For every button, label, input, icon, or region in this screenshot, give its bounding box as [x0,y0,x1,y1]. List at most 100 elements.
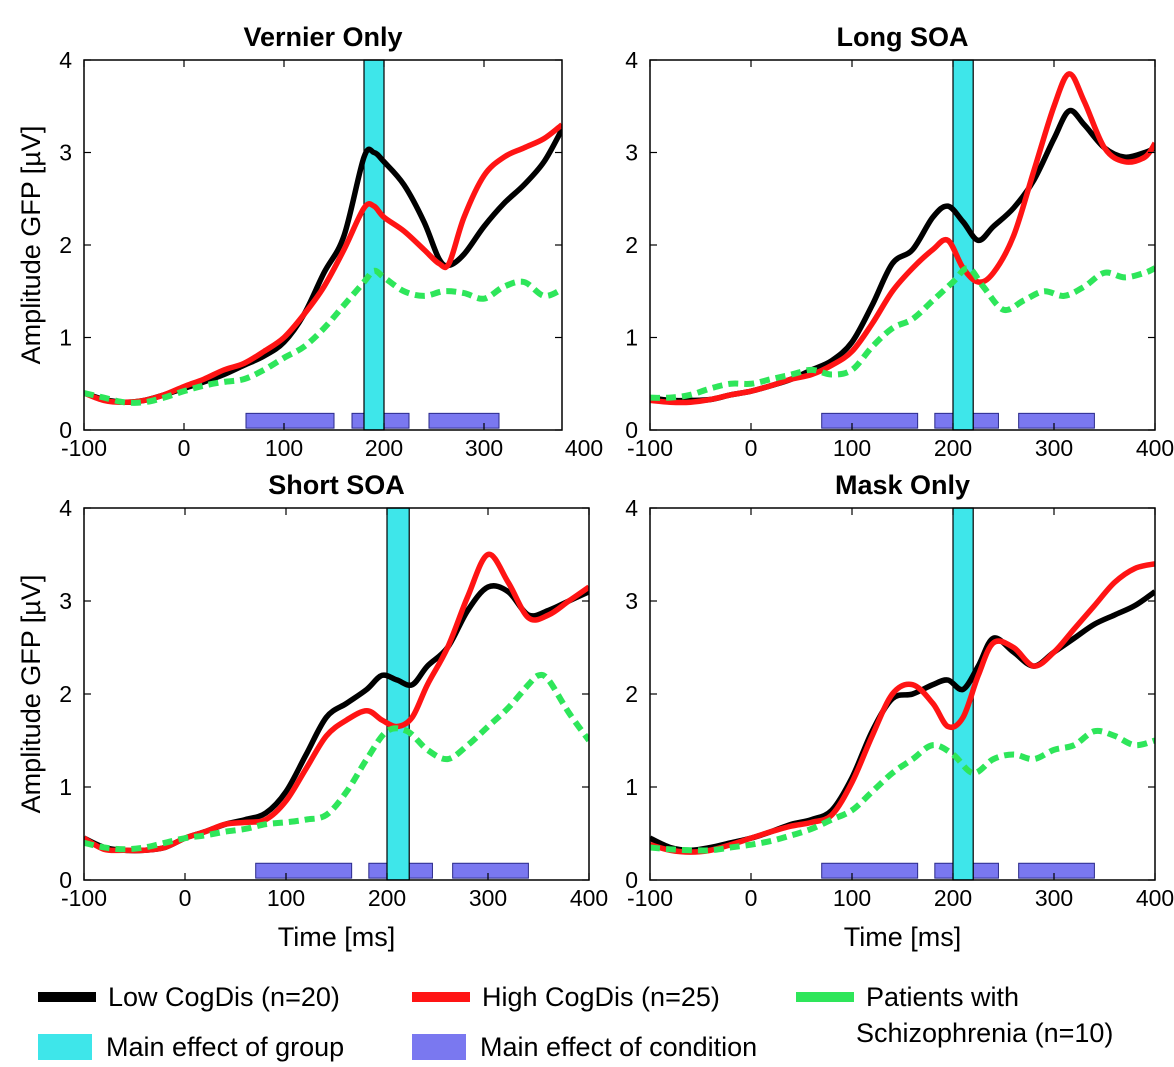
x-tick-label: 200 [934,435,972,461]
condition-bar-1 [821,862,919,879]
x-tick-label: 0 [745,435,758,461]
legend-label-group: Main effect of group [106,1031,345,1062]
x-axis-label: Time [ms] [844,922,962,952]
y-tick-label: 1 [59,774,72,800]
x-tick-label: -100 [627,435,673,461]
legend-swatch-condition [412,1034,466,1060]
x-tick-label: -100 [627,885,673,911]
series-line-patients [650,727,1155,854]
y-tick-label: 4 [59,495,72,521]
legend-item-patients: Patients with [796,980,1019,1014]
chart-title: Short SOA [268,470,405,500]
y-tick-label: 4 [625,495,638,521]
legend-swatch-high [412,992,470,1002]
condition-bar-1 [255,862,353,879]
x-tick-label: 200 [365,435,403,461]
axes-frame [83,507,590,881]
series-group [84,122,562,406]
y-tick-label: 2 [625,681,638,707]
x-tick-label: 300 [1035,885,1073,911]
x-tick-label: 400 [570,885,608,911]
legend-swatch-low [38,992,96,1002]
x-tick-label: 100 [265,435,303,461]
x-tick-label: 400 [565,435,603,461]
chart-title: Vernier Only [243,22,402,52]
condition-bar-3 [452,862,529,879]
y-axis-label: Amplitude GFP [µV] [16,575,46,814]
series-line-patients [650,265,1155,401]
x-tick-label: 0 [745,885,758,911]
y-tick-label: 3 [625,140,638,166]
legend-item-low: Low CogDis (n=20) [38,980,340,1014]
series-line-patients [84,267,562,406]
y-tick-label: 4 [625,47,638,73]
chart-title: Long SOA [837,22,969,52]
condition-bar-3 [1018,862,1095,879]
legend-item-patients-2: Schizophrenia (n=10) [856,1016,1113,1050]
legend: Low CogDis (n=20) High CogDis (n=25) Pat… [0,978,1174,1067]
x-tick-label: 100 [833,885,871,911]
y-tick-label: 3 [59,588,72,614]
condition-bar-1 [245,412,335,429]
series-line-high [84,551,589,854]
x-tick-label: 400 [1136,435,1174,461]
y-tick-label: 0 [625,417,638,443]
condition-bar-3 [428,412,500,429]
y-tick-label: 1 [625,774,638,800]
series-group [84,551,589,854]
y-axis-label: Amplitude GFP [µV] [16,126,46,365]
y-tick-label: 2 [625,232,638,258]
x-tick-label: 0 [179,885,192,911]
series-line-low [650,589,1155,853]
y-tick-label: 0 [625,867,638,893]
legend-label-patients-1: Patients with [866,981,1020,1012]
condition-bar-1 [821,412,919,429]
x-tick-label: 300 [469,885,507,911]
x-tick-label: 200 [368,885,406,911]
y-tick-label: 3 [625,588,638,614]
y-tick-label: 2 [59,681,72,707]
legend-item-group: Main effect of group [38,1030,344,1064]
x-axis-label: Time [ms] [278,922,396,952]
x-tick-label: 100 [833,435,871,461]
condition-bar-3 [1018,412,1095,429]
series-group [650,561,1155,855]
legend-swatch-group [38,1034,92,1060]
x-tick-label: 300 [1035,435,1073,461]
y-tick-label: 0 [59,417,72,443]
legend-label-high: High CogDis (n=25) [482,981,720,1012]
series-line-high [84,122,562,405]
y-tick-label: 1 [59,325,72,351]
x-tick-label: 0 [178,435,191,461]
y-tick-label: 1 [625,325,638,351]
series-line-low [650,107,1155,404]
y-tick-label: 3 [59,140,72,166]
legend-label-patients-2: Schizophrenia (n=10) [856,1018,1114,1048]
series-group [650,71,1155,406]
series-line-high [650,71,1155,406]
x-tick-label: 100 [267,885,305,911]
legend-label-condition: Main effect of condition [480,1031,758,1062]
x-tick-label: 300 [465,435,503,461]
group-effect-band [952,59,974,431]
legend-swatch-patients [796,992,854,1002]
axes-frame [83,59,563,431]
x-tick-label: 200 [934,885,972,911]
chart-title: Mask Only [835,470,970,500]
x-tick-label: -100 [61,435,107,461]
y-tick-label: 4 [59,47,72,73]
y-tick-label: 0 [59,867,72,893]
legend-item-condition: Main effect of condition [412,1030,757,1064]
x-tick-label: -100 [61,885,107,911]
series-line-low [84,583,589,854]
x-tick-label: 400 [1136,885,1174,911]
legend-label-low: Low CogDis (n=20) [108,981,340,1012]
series-line-high [650,561,1155,855]
group-effect-band [363,59,385,431]
series-line-patients [84,671,589,853]
